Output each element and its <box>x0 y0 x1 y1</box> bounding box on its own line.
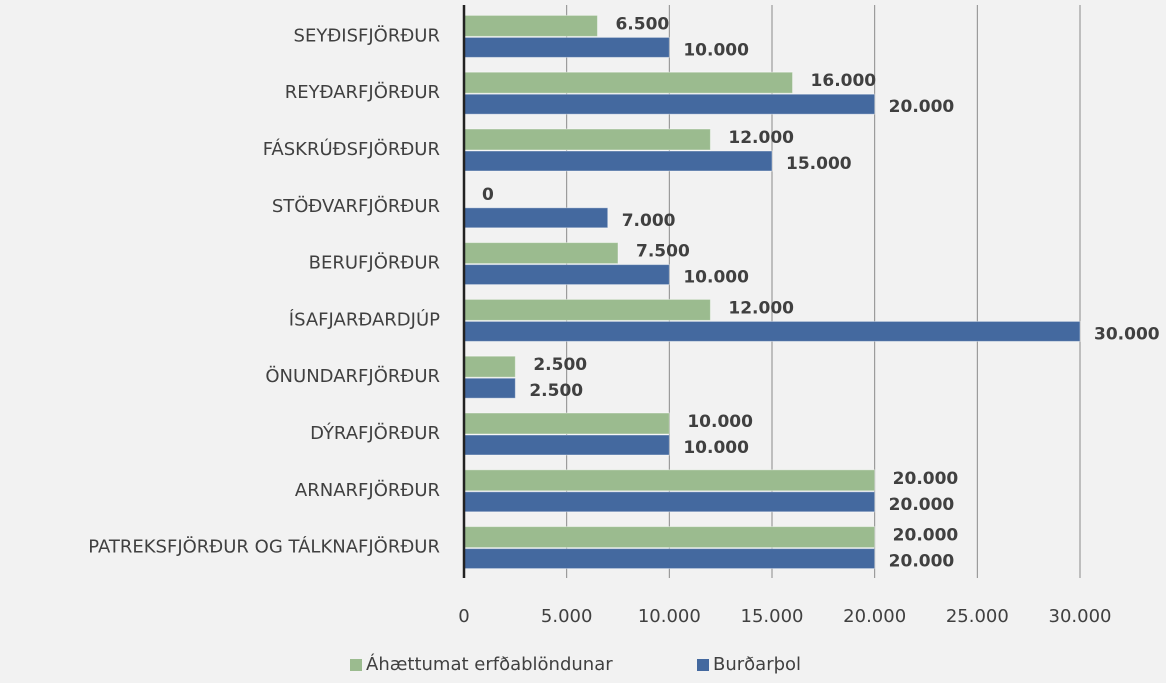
x-tick-label: 0 <box>458 606 469 627</box>
value-label: 12.000 <box>728 128 794 148</box>
legend-label: Burðarþol <box>713 654 801 675</box>
value-label: 7.000 <box>622 211 676 231</box>
bar <box>463 548 876 570</box>
value-label: 2.500 <box>533 355 587 375</box>
value-label: 20.000 <box>893 526 959 546</box>
bar <box>463 298 711 321</box>
x-tick-label: 25.000 <box>946 606 1009 627</box>
bar <box>463 93 876 115</box>
bar <box>463 355 516 378</box>
value-label: 10.000 <box>687 412 753 432</box>
category-label: ARNARFJÖRÐUR <box>295 479 440 501</box>
value-label: 20.000 <box>893 469 959 489</box>
bar <box>463 469 876 492</box>
value-label: 6.500 <box>615 14 669 34</box>
category-label: BERUFJÖRÐUR <box>309 252 440 274</box>
bar <box>463 242 619 265</box>
value-label: 15.000 <box>786 154 852 174</box>
value-label: 7.500 <box>636 242 690 262</box>
value-label: 16.000 <box>811 71 877 91</box>
bar <box>463 14 598 37</box>
value-label: 10.000 <box>683 268 749 288</box>
bar <box>463 412 670 435</box>
x-tick-label: 30.000 <box>1049 606 1112 627</box>
category-label: DÝRAFJÖRÐUR <box>310 422 440 444</box>
bar <box>463 128 711 151</box>
bar <box>463 434 670 456</box>
category-label: PATREKSFJÖRÐUR OG TÁLKNAFJÖRÐUR <box>88 536 440 558</box>
bar <box>463 377 516 399</box>
category-label: FÁSKRÚÐSFJÖRÐUR <box>263 138 440 160</box>
x-tick-label: 10.000 <box>638 606 701 627</box>
bar <box>463 264 670 286</box>
legend-swatch <box>697 659 709 671</box>
value-label: 20.000 <box>889 97 955 117</box>
legend-swatch <box>350 659 362 671</box>
value-label: 10.000 <box>683 40 749 60</box>
x-tick-label: 15.000 <box>741 606 804 627</box>
x-tick-label: 5.000 <box>541 606 593 627</box>
bar <box>463 207 609 229</box>
category-label: ÍSAFJARÐARDJÚP <box>289 308 440 330</box>
value-label: 12.000 <box>728 298 794 318</box>
value-label: 10.000 <box>683 438 749 458</box>
value-label: 20.000 <box>889 495 955 515</box>
bar <box>463 36 670 58</box>
legend-label: Áhættumat erfðablöndunar <box>366 653 613 675</box>
bar <box>463 491 876 513</box>
bar <box>463 71 794 94</box>
value-label: 20.000 <box>889 552 955 572</box>
category-label: STÖÐVARFJÖRÐUR <box>272 195 440 217</box>
bar <box>463 320 1081 342</box>
value-label: 2.500 <box>529 381 583 401</box>
bar <box>463 150 773 172</box>
value-label: 0 <box>482 185 494 205</box>
x-tick-label: 20.000 <box>843 606 906 627</box>
category-label: REYÐARFJÖRÐUR <box>285 81 440 103</box>
category-label: ÖNUNDARFJÖRÐUR <box>265 365 440 387</box>
value-label: 30.000 <box>1094 324 1160 344</box>
category-label: SEYÐISFJÖRÐUR <box>294 24 440 46</box>
bar <box>463 526 876 549</box>
